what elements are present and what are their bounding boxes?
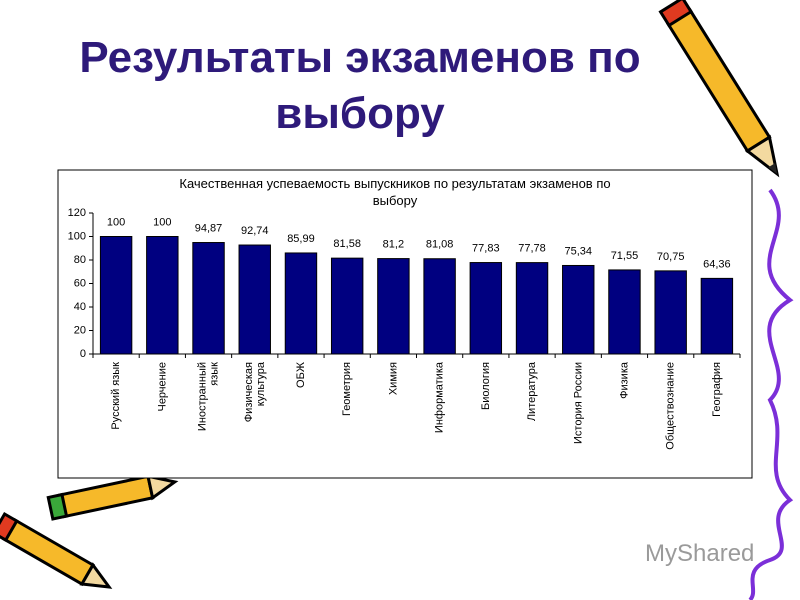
x-tick-label: Иностранный язык xyxy=(196,362,221,432)
bar xyxy=(700,277,734,355)
pencil xyxy=(658,0,780,178)
y-tick-label: 120 xyxy=(68,207,86,219)
x-tick-label: Черчение xyxy=(156,362,169,412)
y-tick-label: 40 xyxy=(74,301,86,313)
x-tick-label: Биология xyxy=(479,362,492,411)
x-tick-label: Литература xyxy=(526,362,539,422)
bar xyxy=(146,236,179,355)
slide-title: Результаты экзаменов по выбору xyxy=(79,33,641,138)
value-label: 94,87 xyxy=(195,222,223,234)
x-tick-label: Информатика xyxy=(433,362,446,434)
x-tick-label: Геометрия xyxy=(341,362,354,417)
squiggle xyxy=(748,188,794,600)
bar xyxy=(654,270,687,355)
watermark: MyShared xyxy=(645,540,755,567)
chart-title: Качественная успеваемость выпускников по… xyxy=(179,176,611,208)
x-tick-label: ОБЖ xyxy=(294,362,307,388)
y-tick-label: 60 xyxy=(74,277,86,289)
value-label: 81,58 xyxy=(333,238,361,250)
value-label: 70,75 xyxy=(657,251,685,263)
value-label: 92,74 xyxy=(241,225,269,237)
x-tick-label: Обществознание xyxy=(664,362,677,450)
bar xyxy=(515,262,549,355)
value-label: 81,2 xyxy=(383,238,404,250)
bar xyxy=(423,258,456,355)
x-tick-label: Русский язык xyxy=(110,362,123,430)
value-label: 64,36 xyxy=(703,258,731,270)
value-label: 77,83 xyxy=(472,242,500,254)
value-label: 100 xyxy=(153,216,171,228)
bar xyxy=(562,264,595,355)
value-label: 100 xyxy=(107,216,125,228)
pencil xyxy=(0,511,113,589)
y-tick-label: 100 xyxy=(68,230,86,242)
value-label: 81,08 xyxy=(426,239,454,251)
value-label: 85,99 xyxy=(287,233,315,245)
bar xyxy=(330,257,364,355)
y-tick-label: 0 xyxy=(80,348,86,360)
x-tick-label: Физическая культура xyxy=(242,362,267,423)
bar xyxy=(284,252,318,355)
value-label: 75,34 xyxy=(564,245,592,257)
bar xyxy=(377,258,410,355)
x-tick-label: География xyxy=(710,362,723,417)
y-tick-label: 80 xyxy=(74,254,86,266)
pencil xyxy=(46,474,179,521)
y-tick-label: 20 xyxy=(74,324,86,336)
x-tick-label: Физика xyxy=(618,362,631,399)
bar xyxy=(99,236,133,355)
x-tick-label: Химия xyxy=(387,362,400,396)
bar xyxy=(238,244,271,355)
bar xyxy=(192,242,225,355)
value-label: 71,55 xyxy=(611,250,639,262)
bar xyxy=(469,262,503,355)
x-tick-label: История России xyxy=(572,362,585,444)
value-label: 77,78 xyxy=(518,243,546,255)
bar xyxy=(608,269,641,355)
